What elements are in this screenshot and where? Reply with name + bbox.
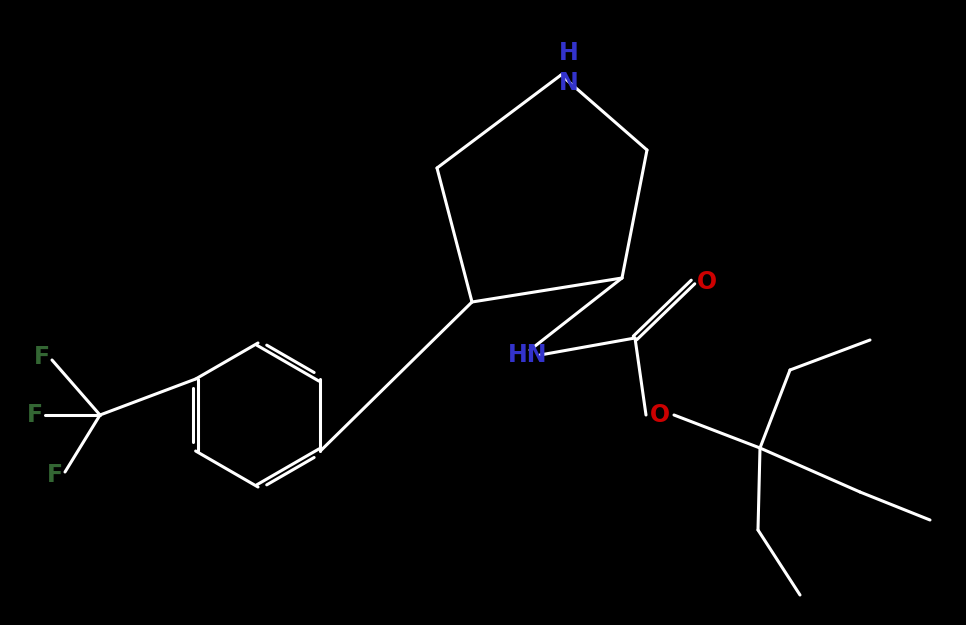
Text: F: F [27,403,43,427]
Text: O: O [696,270,717,294]
Text: HN: HN [508,343,548,367]
Text: H: H [559,41,579,65]
Text: F: F [34,345,50,369]
Text: O: O [650,403,670,427]
Text: F: F [47,463,63,487]
Text: N: N [559,71,579,95]
